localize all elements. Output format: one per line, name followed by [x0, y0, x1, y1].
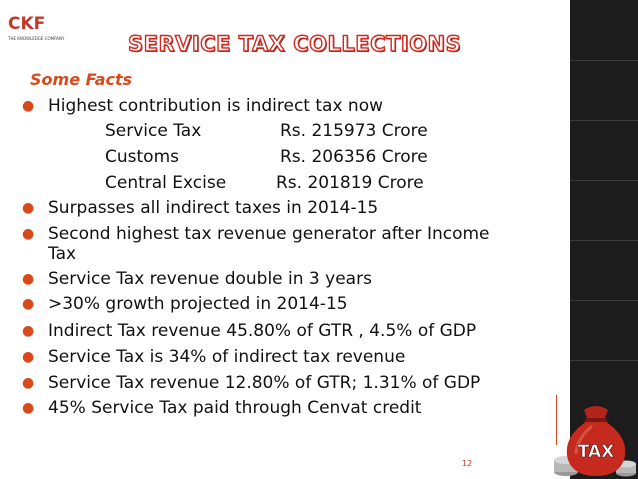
bullet-text: 45% Service Tax paid through Cenvat cred…: [48, 398, 422, 418]
band-line: [570, 360, 638, 361]
bullet-text: Service Tax revenue 12.80% of GTR; 1.31%…: [48, 373, 481, 393]
band-line: [570, 240, 638, 241]
company-logo: CKF THE KNOWLEDGE COMPANY: [8, 14, 70, 48]
slide-title: SERVICE TAX COLLECTIONS: [127, 31, 462, 56]
bullet-text: Service Tax revenue double in 3 years: [48, 269, 372, 289]
bullet-icon: ●: [22, 271, 35, 287]
collection-label: Service Tax: [105, 121, 202, 141]
collection-value: Rs. 201819 Crore: [276, 173, 424, 193]
bullet-text: Highest contribution is indirect tax now: [48, 96, 384, 116]
collection-value: Rs. 215973 Crore: [280, 121, 428, 141]
divider: [556, 395, 557, 445]
collection-value: Rs. 206356 Crore: [280, 147, 428, 167]
band-line: [570, 120, 638, 121]
bullet-icon: ●: [22, 98, 35, 114]
logo-tagline: THE KNOWLEDGE COMPANY: [8, 36, 65, 41]
band-line: [570, 300, 638, 301]
band-line: [570, 60, 638, 61]
bullet-text: Second highest tax revenue generator aft…: [48, 224, 490, 244]
tax-label: TAX: [578, 442, 615, 462]
bullet-icon: ●: [22, 375, 35, 391]
bullet-text: Tax: [48, 244, 77, 264]
collection-label: Central Excise: [105, 173, 227, 193]
bullet-icon: ●: [22, 323, 35, 339]
tax-moneybag-icon: TAX: [554, 406, 636, 477]
bullet-text: >30% growth projected in 2014-15: [48, 294, 348, 314]
bullet-text: Indirect Tax revenue 45.80% of GTR , 4.5…: [48, 321, 477, 341]
collection-label: Customs: [105, 147, 179, 167]
logo-mark: CKF: [8, 14, 46, 34]
bullet-icon: ●: [22, 349, 35, 365]
page-number: 12: [462, 459, 473, 468]
bullet-icon: ●: [22, 296, 35, 312]
bullet-icon: ●: [22, 400, 35, 416]
right-decorative-band: [570, 0, 638, 479]
bullet-text: Surpasses all indirect taxes in 2014-15: [48, 198, 379, 218]
bullet-icon: ●: [22, 226, 35, 242]
band-line: [570, 180, 638, 181]
bullet-text: Service Tax is 34% of indirect tax reven…: [48, 347, 406, 367]
bullet-icon: ●: [22, 200, 35, 216]
section-subtitle: Some Facts: [30, 70, 133, 89]
